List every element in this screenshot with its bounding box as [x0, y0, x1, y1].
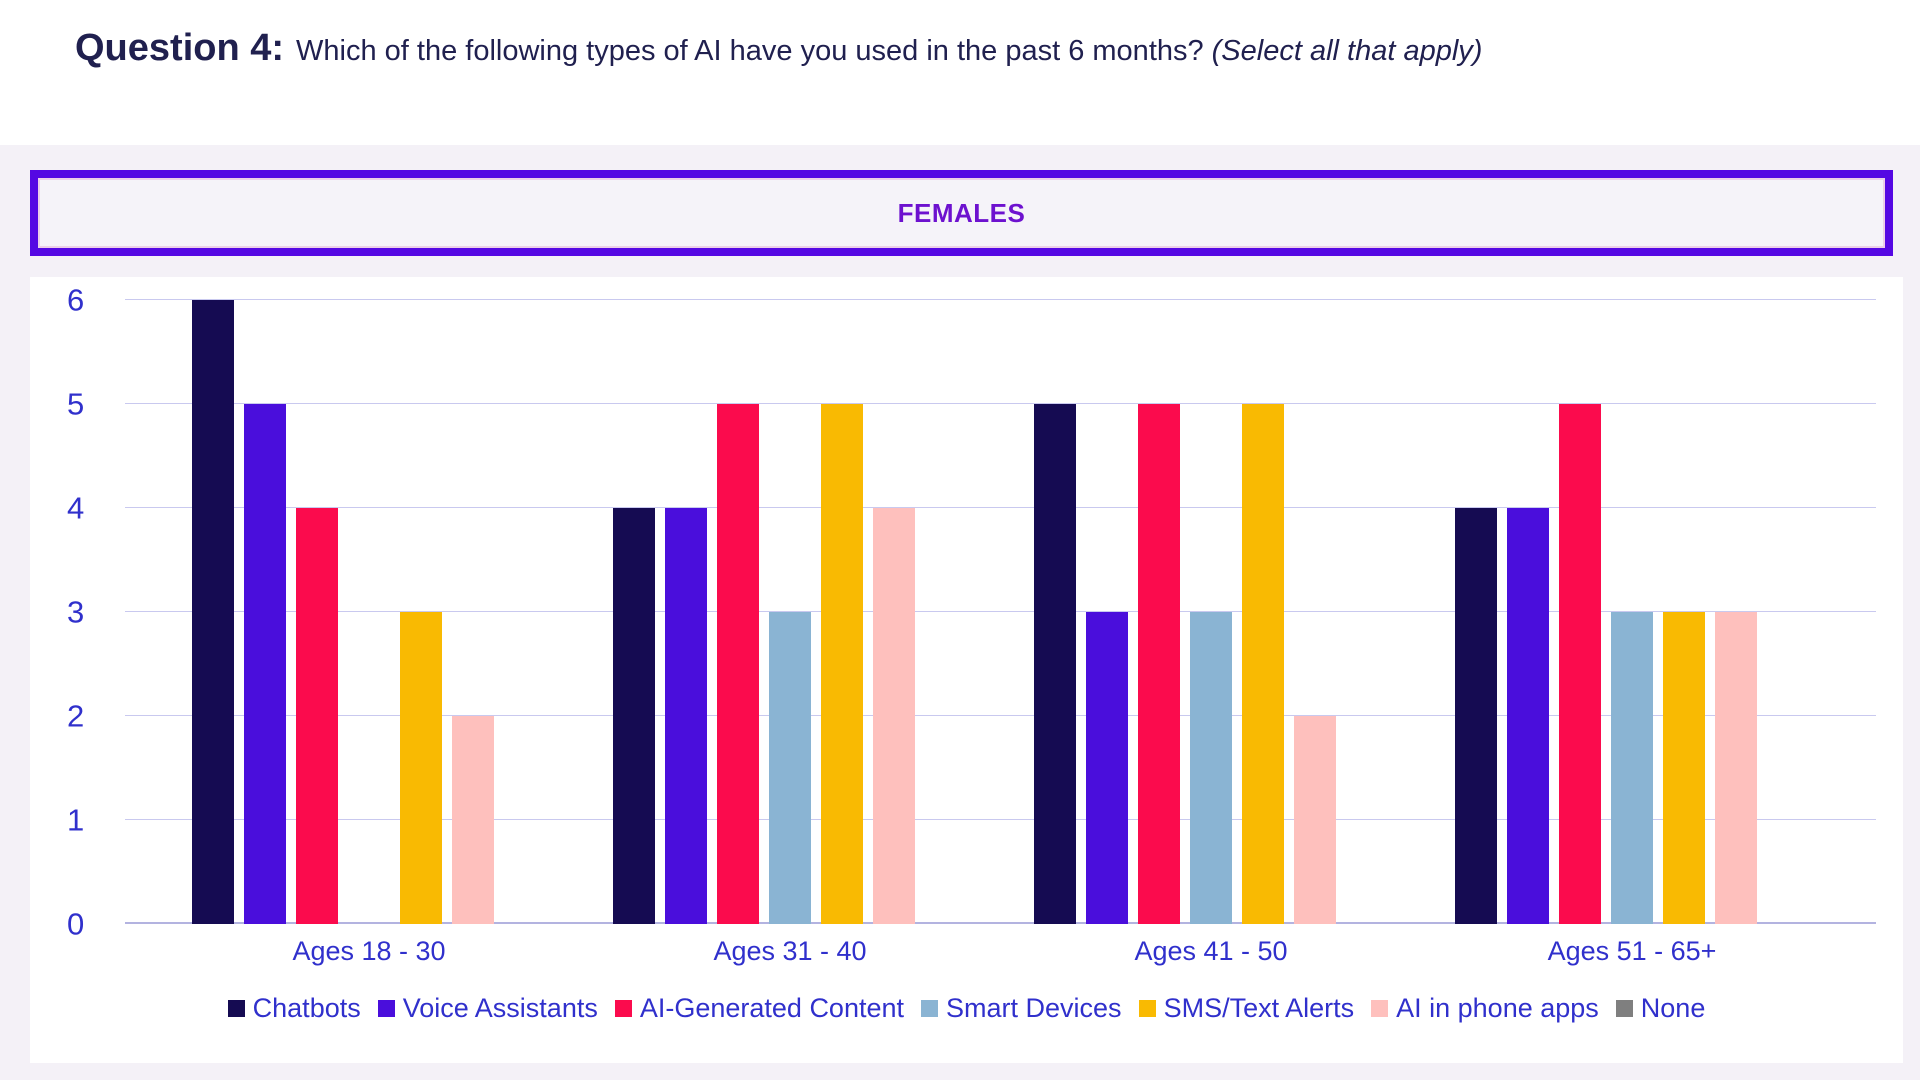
- chart-panel: 0 1 2 3 4 5 6 Ages 18 - 30 Ages 31 - 40 Ages 41 …: [30, 277, 1903, 1063]
- legend-item-sms-text-alerts: SMS/Text Alerts: [1138, 993, 1355, 1024]
- legend-swatch-icon: [921, 1000, 939, 1017]
- legend-label: SMS/Text Alerts: [1163, 993, 1355, 1023]
- question-title: Question 4: Which of the following types …: [0, 0, 1920, 145]
- bar-ai-in-phone-apps: [452, 716, 494, 924]
- legend-label: Smart Devices: [946, 993, 1122, 1023]
- bar-chatbots: [613, 508, 655, 924]
- question-note: (Select all that apply): [1211, 35, 1483, 67]
- bar-ai-generated-content: [717, 404, 759, 924]
- chart-section: FEMALES 0 1 2 3 4 5 6 Ages 18 - 30 Ages 31 - 40…: [0, 145, 1920, 1080]
- gridline-5: [125, 403, 1876, 404]
- bar-chatbots: [1455, 508, 1497, 924]
- bar-group-3: [1034, 300, 1388, 924]
- gridline-0: [125, 922, 1876, 924]
- x-axis-label-2: Ages 31 - 40: [713, 936, 867, 966]
- legend-swatch-icon: [377, 1000, 395, 1017]
- legend-item-ai-generated-content: AI-Generated Content: [614, 993, 905, 1024]
- females-banner-label: FEMALES: [897, 197, 1026, 228]
- legend-item-voice-assistants: Voice Assistants: [377, 993, 598, 1024]
- y-tick-label-4: 4: [67, 490, 85, 526]
- y-tick-label-2: 2: [67, 698, 85, 734]
- question-number: Question 4:: [75, 27, 285, 69]
- bar-smart-devices: [769, 612, 811, 924]
- bar-sms-text-alerts: [400, 612, 442, 924]
- bar-voice-assistants: [1086, 612, 1128, 924]
- legend-label: Voice Assistants: [402, 993, 598, 1023]
- bar-ai-in-phone-apps: [1715, 612, 1757, 924]
- bar-chatbots: [1034, 404, 1076, 924]
- y-tick-label-6: 6: [67, 282, 85, 318]
- legend-item-chatbots: Chatbots: [227, 993, 361, 1024]
- gridline-2: [125, 715, 1876, 716]
- bar-voice-assistants: [244, 404, 286, 924]
- plot-area: 0 1 2 3 4 5 6: [67, 285, 1876, 940]
- gridline-4: [125, 507, 1876, 508]
- bar-smart-devices: [1190, 612, 1232, 924]
- y-tick-label-1: 1: [67, 802, 85, 838]
- bar-sms-text-alerts: [821, 404, 863, 924]
- gridline-1: [125, 819, 1876, 820]
- legend-swatch-icon: [1615, 1000, 1633, 1017]
- y-tick-label-3: 3: [67, 594, 85, 630]
- bar-sms-text-alerts: [1663, 612, 1705, 924]
- x-axis-label-3: Ages 41 - 50: [1134, 936, 1288, 966]
- legend-swatch-icon: [1371, 1000, 1389, 1017]
- bar-ai-generated-content: [1138, 404, 1180, 924]
- bar-group-2: [613, 300, 967, 924]
- gridline-6: [125, 299, 1876, 300]
- legend-label: None: [1640, 993, 1706, 1023]
- legend-swatch-icon: [1138, 1000, 1156, 1017]
- bar-groups: [125, 300, 1876, 924]
- females-banner: FEMALES: [30, 170, 1893, 256]
- bar-ai-in-phone-apps: [873, 508, 915, 924]
- legend-item-smart-devices: Smart Devices: [921, 993, 1122, 1024]
- bar-voice-assistants: [665, 508, 707, 924]
- bar-group-1: [192, 300, 546, 924]
- legend-label: AI-Generated Content: [639, 993, 905, 1023]
- legend-swatch-icon: [227, 1000, 245, 1017]
- bar-ai-generated-content: [296, 508, 338, 924]
- x-axis-labels: Ages 18 - 30 Ages 31 - 40 Ages 41 - 50 Ages…: [125, 936, 1876, 967]
- legend-item-none: None: [1615, 993, 1706, 1024]
- bar-smart-devices: [1611, 612, 1653, 924]
- y-tick-label-0: 0: [67, 906, 85, 942]
- gridline-3: [125, 611, 1876, 612]
- bar-chatbots: [192, 300, 234, 924]
- bar-ai-generated-content: [1559, 404, 1601, 924]
- x-axis-label-4: Ages 51 - 65+: [1547, 936, 1717, 966]
- bar-sms-text-alerts: [1242, 404, 1284, 924]
- legend-label: AI in phone apps: [1396, 993, 1599, 1023]
- legend-item-ai-in-phone-apps: AI in phone apps: [1371, 993, 1599, 1024]
- bar-ai-in-phone-apps: [1294, 716, 1336, 924]
- question-text: Which of the following types of AI have …: [296, 35, 1204, 67]
- y-tick-label-5: 5: [67, 386, 85, 422]
- bar-voice-assistants: [1507, 508, 1549, 924]
- legend: Chatbots Voice Assistants AI-Generated Con…: [30, 993, 1903, 1024]
- legend-swatch-icon: [614, 1000, 632, 1017]
- legend-label: Chatbots: [252, 993, 361, 1023]
- bar-group-4: [1455, 300, 1809, 924]
- x-axis-label-1: Ages 18 - 30: [292, 936, 446, 966]
